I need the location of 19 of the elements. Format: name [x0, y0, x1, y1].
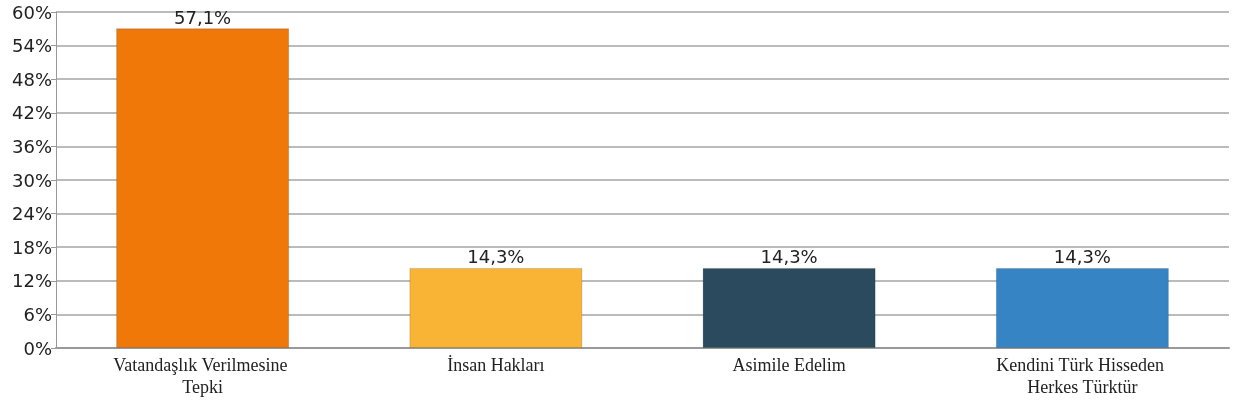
data-label: 57,1%: [174, 6, 232, 28]
y-tick-label: 24%: [11, 203, 52, 225]
data-label: 14,3%: [1053, 246, 1111, 268]
x-tick-label: Vatandaşlık Verilmesine Tepki: [113, 355, 292, 397]
y-tick-label: 54%: [11, 35, 52, 57]
x-tick-label: İnsan Hakları: [447, 355, 545, 375]
y-tick-label: 60%: [11, 1, 52, 23]
y-tick-label: 18%: [11, 236, 52, 258]
y-tick-label: 0%: [23, 337, 52, 359]
y-tick-label: 42%: [11, 102, 52, 124]
data-label: 14,3%: [760, 246, 818, 268]
x-tick-label: Kendini Türk Hisseden Herkes Türktür: [996, 355, 1169, 397]
data-label: 14,3%: [467, 246, 525, 268]
y-tick-label: 12%: [11, 270, 52, 292]
y-tick-label: 6%: [23, 303, 52, 325]
y-tick-label: 48%: [11, 68, 52, 90]
y-tick-label: 36%: [11, 135, 52, 157]
x-tick-label: Asimile Edelim: [732, 355, 846, 375]
y-tick-label: 30%: [11, 169, 52, 191]
